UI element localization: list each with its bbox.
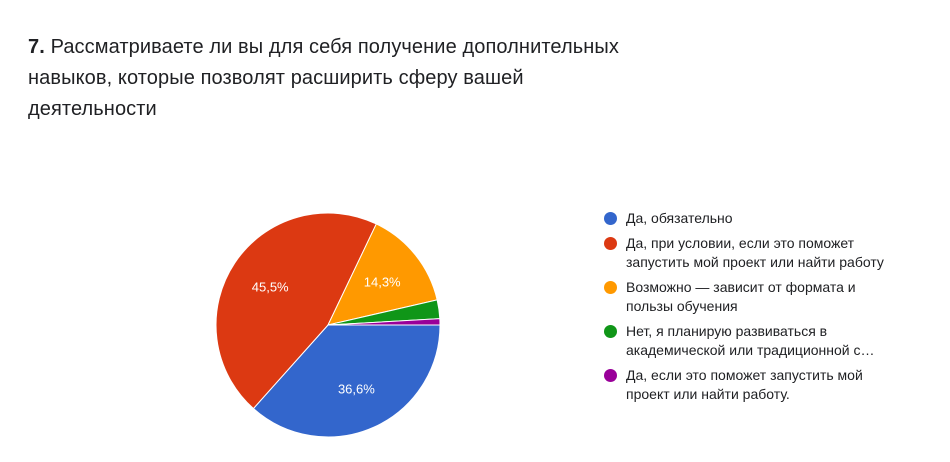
question-number: 7. [28, 36, 45, 58]
legend-swatch-green [604, 325, 617, 338]
legend-item-2[interactable]: Возможно — зависит от формата и пользы о… [604, 278, 904, 316]
legend-swatch-purple [604, 369, 617, 382]
pie-slice-4[interactable] [327, 318, 441, 326]
legend-label: Да, если это поможет запустить мой проек… [626, 367, 863, 402]
pie-slice-0[interactable] [252, 324, 441, 438]
question-text: Рассматриваете ли вы для себя получение … [28, 36, 619, 120]
pie-slice-2[interactable] [327, 223, 438, 326]
legend-label: Да, обязательно [626, 210, 733, 226]
slice-value-label-1: 45,5% [252, 280, 289, 295]
legend-swatch-blue [604, 212, 617, 225]
legend-item-1[interactable]: Да, при условии, если это поможет запуст… [604, 234, 904, 272]
legend-item-3[interactable]: Нет, я планирую развиваться в академичес… [604, 322, 904, 360]
slice-value-label-2: 14,3% [364, 275, 401, 290]
pie-slice-1[interactable] [215, 212, 377, 410]
legend-item-4[interactable]: Да, если это поможет запустить мой проек… [604, 366, 904, 404]
legend-label: Возможно — зависит от формата и пользы о… [626, 279, 856, 314]
chart-legend: Да, обязательно Да, при условии, если эт… [604, 209, 904, 410]
legend-swatch-red [604, 237, 617, 250]
legend-label: Нет, я планирую развиваться в академичес… [626, 323, 875, 358]
legend-swatch-orange [604, 281, 617, 294]
question-title: 7. Рассматриваете ли вы для себя получен… [28, 32, 648, 125]
legend-label: Да, при условии, если это поможет запуст… [626, 235, 884, 270]
pie-labels: 36,6% 45,5% 14,3% [252, 275, 401, 397]
pie-slices [215, 212, 441, 438]
slice-value-label-0: 36,6% [338, 381, 375, 396]
legend-item-0[interactable]: Да, обязательно [604, 209, 904, 228]
